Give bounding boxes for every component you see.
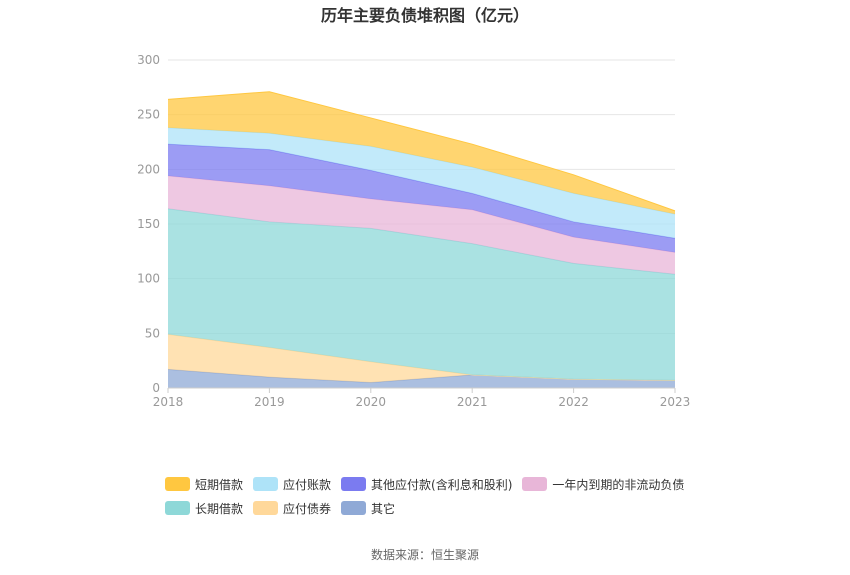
legend-item[interactable]: 短期借款	[165, 476, 243, 493]
legend-item[interactable]: 长期借款	[165, 500, 243, 517]
legend-swatch	[165, 477, 190, 491]
legend-label: 其他应付款(含利息和股利)	[371, 477, 513, 492]
legend-swatch	[165, 501, 190, 515]
y-tick-label: 300	[137, 53, 160, 67]
legend-label: 其它	[371, 501, 396, 516]
legend-item[interactable]: 一年内到期的非流动负债	[522, 476, 684, 493]
area-6	[168, 91, 675, 215]
axes: 0 50 100 150 200 250 300 2018 2019 2020 2021 2022 20…	[137, 53, 690, 409]
legend-swatch	[341, 477, 367, 491]
legend-label: 应付债券	[283, 501, 332, 516]
legend-swatch	[522, 477, 548, 491]
legend-row: 短期借款 应付账款 其他应付款(含利息和股利) 一年内到期的非流动负债	[165, 472, 725, 496]
y-tick-label: 0	[152, 381, 160, 395]
area-1	[168, 334, 675, 383]
y-tick-label: 250	[137, 108, 160, 122]
x-tick-label: 2023	[660, 395, 691, 409]
area-series	[167, 91, 676, 388]
area-5	[168, 127, 675, 239]
legend-swatch	[253, 477, 279, 491]
y-tick-label: 150	[137, 217, 160, 231]
y-tick-label: 50	[145, 326, 160, 340]
legend-row: 长期借款 应付债券 其它	[165, 496, 725, 520]
x-tick-label: 2020	[356, 395, 387, 409]
legend-item[interactable]: 应付账款	[253, 476, 331, 493]
legend-label: 长期借款	[195, 501, 244, 516]
x-tick-label: 2021	[457, 395, 488, 409]
legend-swatch	[341, 501, 367, 515]
x-tick-label: 2018	[153, 395, 184, 409]
x-tick-label: 2019	[254, 395, 285, 409]
legend-item[interactable]: 应付债券	[253, 500, 331, 517]
area-2	[168, 208, 675, 381]
legend-label: 一年内到期的非流动负债	[552, 477, 685, 492]
x-tick-label: 2022	[558, 395, 589, 409]
legend-label: 短期借款	[195, 477, 244, 492]
stacked-area-chart: 0 50 100 150 200 250 300 2018 2019 2020 2021 2022 20…	[137, 53, 690, 409]
legend: 短期借款 应付账款 其他应付款(含利息和股利) 一年内到期的非流动负债长期借款 应付债券…	[165, 472, 725, 520]
chart-title: 历年主要负债堆积图（亿元）	[320, 6, 529, 25]
area-4	[168, 144, 675, 253]
legend-item[interactable]: 其他应付款(含利息和股利)	[341, 476, 512, 493]
legend-label: 应付账款	[283, 477, 332, 492]
area-edge-6	[167, 91, 676, 212]
legend-swatch	[253, 501, 279, 515]
legend-item[interactable]: 其它	[341, 500, 395, 517]
area-3	[168, 175, 675, 275]
y-tick-label: 100	[137, 272, 160, 286]
y-tick-label: 200	[137, 162, 160, 176]
data-source: 数据来源：恒生聚源	[370, 548, 479, 562]
